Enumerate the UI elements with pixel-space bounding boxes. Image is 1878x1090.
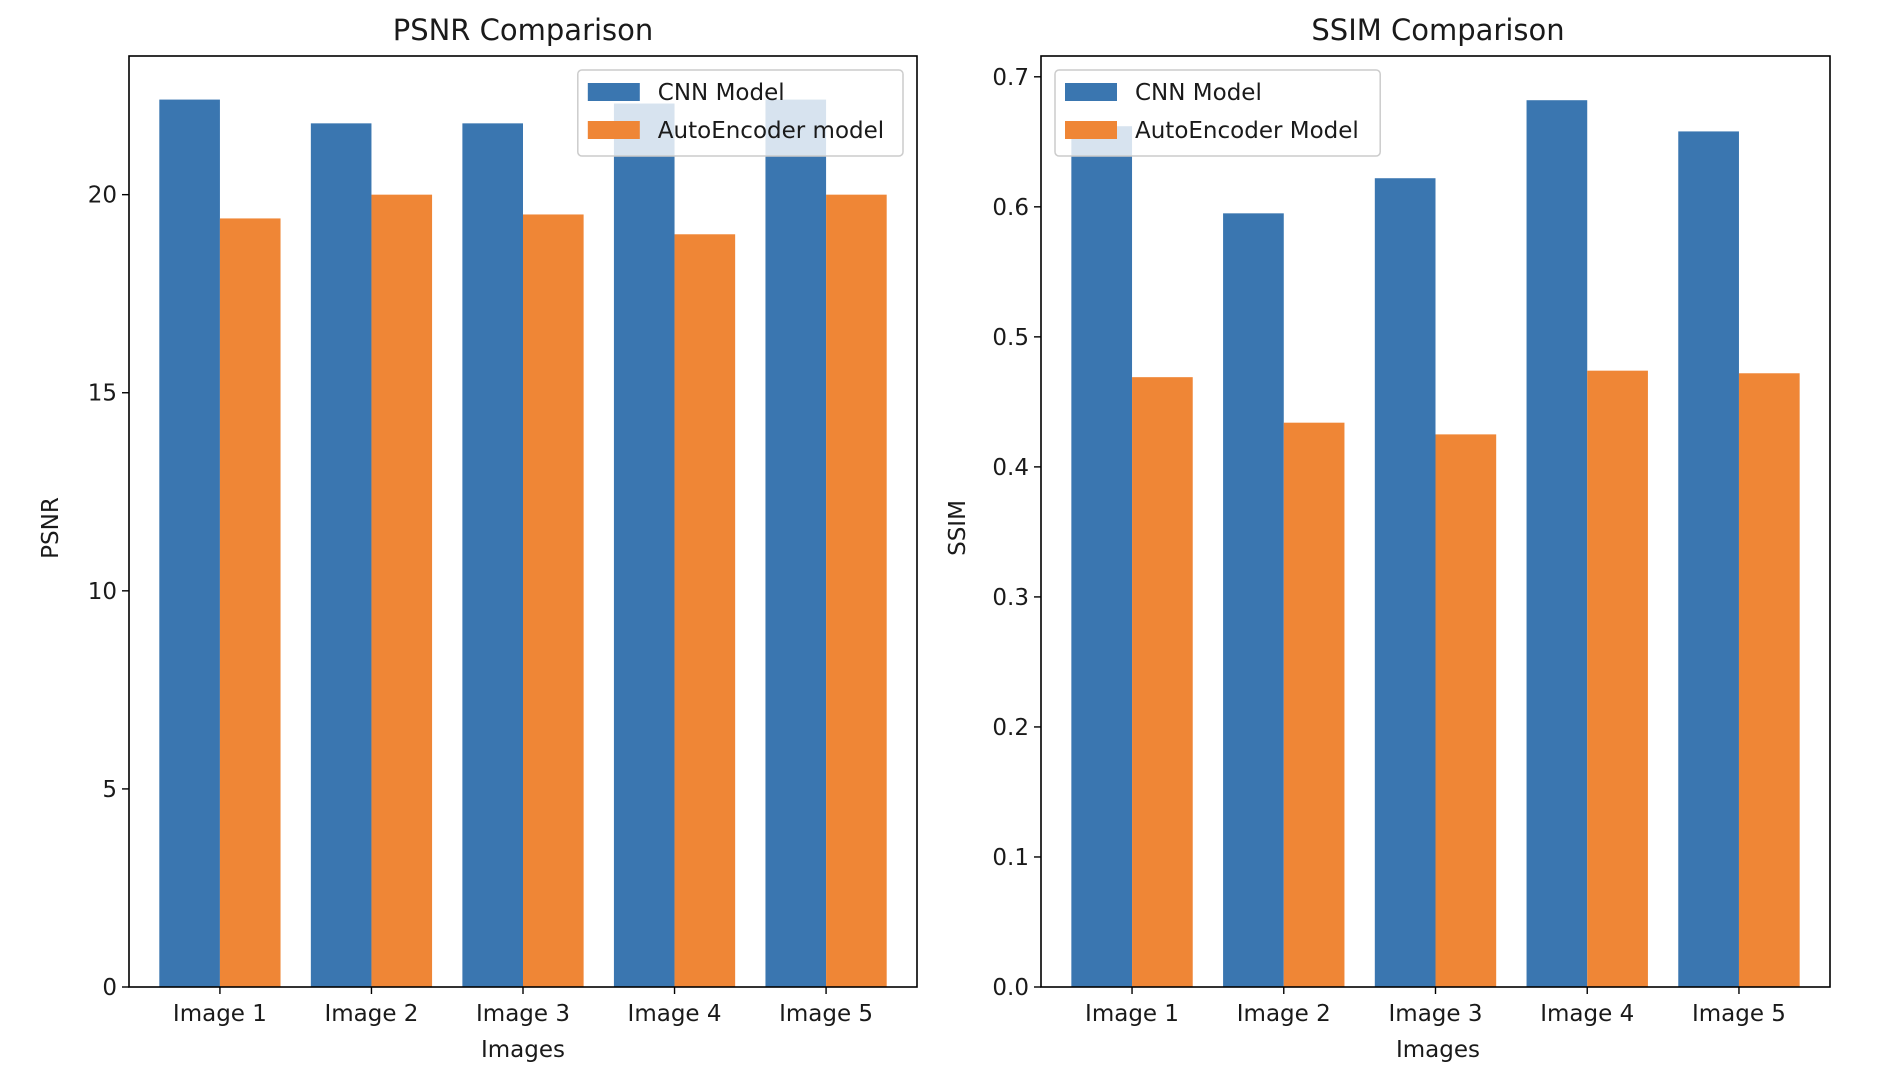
- x-axis-ticks: Image 1 Image 2 Image 3 Image 4 Image 5: [1085, 987, 1786, 1027]
- plot-frame: [128, 55, 918, 988]
- y-tick-label: 0.2: [992, 715, 1029, 741]
- y-tick-label: 0.0: [992, 975, 1029, 1001]
- plot-frame: [1040, 55, 1831, 988]
- y-tick-label: 20: [88, 183, 117, 209]
- bar-autoencoder: [1283, 422, 1345, 987]
- legend-swatch-autoencoder: [1065, 121, 1117, 139]
- legend-swatch-autoencoder: [587, 121, 640, 139]
- x-axis-label: Images: [1396, 1037, 1480, 1063]
- bar-autoencoder: [1132, 377, 1193, 987]
- bar-autoencoder: [674, 234, 736, 987]
- bar-autoencoder: [1587, 370, 1648, 987]
- y-tick-label: 0.7: [992, 65, 1029, 91]
- y-axis-label: SSIM: [945, 500, 971, 556]
- x-axis-ticks: Image 1 Image 2 Image 3 Image 4 Image 5: [173, 987, 873, 1027]
- x-tick-label: Image 2: [1237, 1001, 1331, 1027]
- y-axis-label: PSNR: [38, 497, 64, 559]
- chart-title: SSIM Comparison: [1311, 13, 1564, 47]
- bar-cnn: [613, 103, 675, 988]
- y-tick-label: 0.5: [992, 325, 1029, 351]
- bar-cnn: [1374, 178, 1436, 987]
- bar-cnn: [1071, 126, 1133, 987]
- legend-label-cnn: CNN Model: [658, 80, 785, 106]
- x-tick-label: Image 1: [1085, 1001, 1179, 1027]
- x-tick-label: Image 3: [476, 1001, 570, 1027]
- y-axis-ticks: 0 5 10 15 20: [88, 183, 129, 1001]
- ssim-chart: SSIM Comparison 0.0 0.1 0.2 0.3 0.4 0.5 0.6 0.7…: [945, 13, 1831, 1063]
- y-tick-label: 0.6: [992, 195, 1029, 221]
- x-axis-label: Images: [481, 1037, 565, 1063]
- y-tick-label: 0.3: [992, 585, 1029, 611]
- legend: CNN Model AutoEncoder model: [577, 69, 904, 157]
- x-tick-label: Image 1: [173, 1001, 267, 1027]
- legend-label-autoencoder: AutoEncoder model: [658, 118, 884, 144]
- bar-cnn: [765, 99, 827, 987]
- bar-group: [1071, 100, 1800, 988]
- bar-autoencoder: [219, 218, 281, 987]
- bar-cnn: [1526, 100, 1588, 988]
- x-tick-label: Image 5: [1692, 1001, 1786, 1027]
- bar-autoencoder: [523, 214, 584, 987]
- legend-box: [577, 69, 904, 157]
- bar-autoencoder: [1435, 434, 1497, 987]
- bar-autoencoder: [371, 194, 433, 988]
- legend: CNN Model AutoEncoder Model: [1054, 69, 1381, 157]
- y-tick-label: 15: [88, 381, 117, 407]
- legend-swatch-cnn: [587, 83, 640, 101]
- bar-cnn: [159, 99, 220, 987]
- bar-autoencoder: [1738, 373, 1800, 987]
- y-tick-label: 0: [102, 975, 117, 1001]
- x-tick-label: Image 5: [779, 1001, 873, 1027]
- x-tick-label: Image 4: [628, 1001, 722, 1027]
- y-axis-ticks: 0.0 0.1 0.2 0.3 0.4 0.5 0.6 0.7: [992, 65, 1041, 1001]
- bar-cnn: [310, 123, 372, 987]
- y-tick-label: 5: [102, 777, 117, 803]
- x-tick-label: Image 4: [1540, 1001, 1634, 1027]
- x-tick-label: Image 2: [324, 1001, 418, 1027]
- y-tick-label: 0.4: [992, 455, 1029, 481]
- x-tick-label: Image 3: [1389, 1001, 1483, 1027]
- legend-label-cnn: CNN Model: [1135, 80, 1262, 106]
- bar-cnn: [1678, 131, 1739, 987]
- legend-label-autoencoder: AutoEncoder Model: [1135, 118, 1359, 144]
- bar-autoencoder: [826, 194, 887, 988]
- y-tick-label: 0.1: [992, 845, 1029, 871]
- bar-cnn: [1223, 213, 1284, 987]
- bar-cnn: [462, 123, 523, 987]
- legend-box: [1054, 69, 1381, 157]
- legend-swatch-cnn: [1065, 83, 1117, 101]
- y-tick-label: 10: [88, 579, 117, 605]
- chart-title: PSNR Comparison: [393, 13, 654, 47]
- bar-group: [159, 99, 887, 988]
